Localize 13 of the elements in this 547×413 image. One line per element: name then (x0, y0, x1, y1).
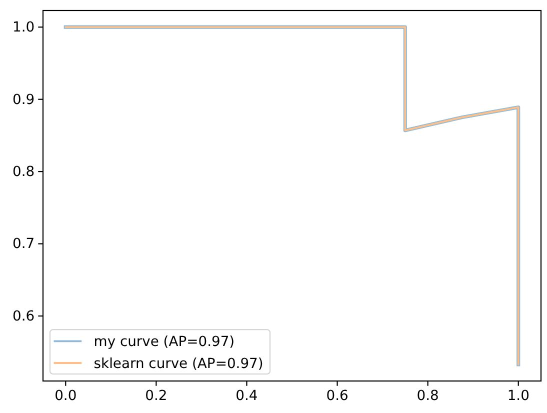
y-tick-label: 0.7 (12, 236, 35, 252)
x-tick-label: 0.4 (236, 388, 258, 404)
x-tick-label: 0.2 (145, 388, 168, 404)
x-tick-label: 0.8 (416, 388, 439, 404)
x-tick-label: 0.6 (326, 388, 348, 404)
y-tick-label: 1.0 (12, 20, 35, 36)
y-tick-label: 0.6 (12, 308, 35, 324)
y-tick-label: 0.9 (12, 92, 35, 108)
y-tick-label: 0.8 (12, 164, 35, 180)
legend-label: my curve (AP=0.97) (94, 334, 235, 350)
x-tick-label: 1.0 (507, 388, 530, 404)
legend-label: sklearn curve (AP=0.97) (94, 356, 264, 372)
x-tick-label: 0.0 (54, 388, 77, 404)
